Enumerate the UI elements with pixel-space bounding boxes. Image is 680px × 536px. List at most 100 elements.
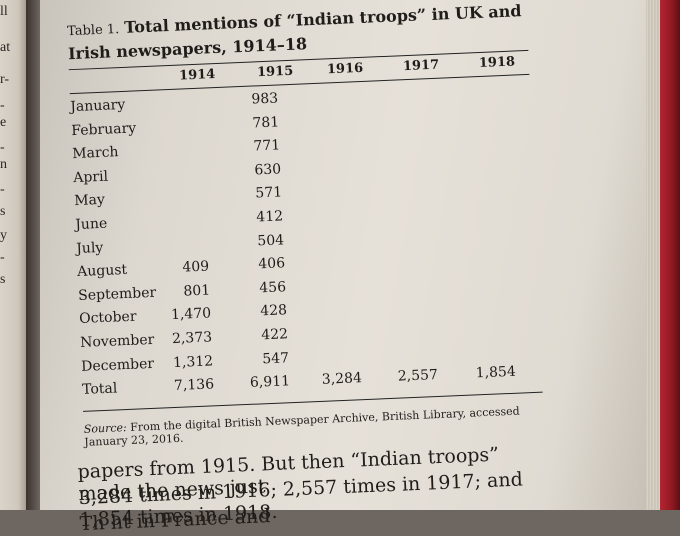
table-cell bbox=[293, 158, 353, 161]
table-cell: 3,284 bbox=[321, 370, 363, 389]
column-header-1914: 1914 bbox=[178, 67, 216, 84]
row-label: May bbox=[73, 192, 106, 210]
table-cell bbox=[449, 199, 509, 202]
row-label: August bbox=[76, 262, 128, 281]
facing-page-fragment: - bbox=[0, 250, 5, 265]
table-cell bbox=[447, 152, 507, 155]
table-cell bbox=[377, 344, 437, 347]
table-cell: 422 bbox=[260, 326, 289, 344]
facing-page-fragment: n bbox=[0, 157, 7, 172]
table-cell bbox=[444, 81, 504, 84]
table-cell bbox=[367, 108, 427, 111]
table-cell bbox=[375, 296, 435, 299]
table-cell bbox=[148, 235, 208, 238]
table-cell bbox=[376, 320, 436, 323]
row-label: July bbox=[75, 239, 104, 257]
facing-page-fragment: - bbox=[0, 140, 5, 155]
table-source-note: Source: From the digital British Newspap… bbox=[84, 403, 555, 449]
facing-page-fragment: - bbox=[0, 182, 5, 197]
table-cell bbox=[455, 340, 515, 343]
facing-page-fragment: s bbox=[0, 272, 6, 287]
table-cell: 801 bbox=[183, 282, 211, 300]
table-cell: 6,911 bbox=[249, 373, 291, 392]
table-cell bbox=[292, 135, 352, 138]
row-label: January bbox=[70, 96, 126, 116]
facing-page-fragment: s bbox=[0, 204, 6, 219]
facing-page-fragment: - bbox=[0, 98, 5, 113]
table-cell bbox=[372, 226, 432, 229]
table-cell bbox=[370, 179, 430, 182]
table-cell bbox=[295, 205, 355, 208]
table-cell bbox=[366, 84, 426, 87]
table-cell bbox=[142, 94, 202, 97]
table-cell bbox=[446, 128, 506, 131]
table-cell: 7,136 bbox=[173, 376, 215, 395]
table-cell bbox=[450, 222, 510, 225]
table-cell: 2,557 bbox=[397, 367, 439, 385]
facing-page-fragment: at bbox=[0, 40, 11, 55]
table-cell bbox=[143, 117, 203, 120]
book-cover-edge bbox=[660, 0, 680, 510]
table-cell bbox=[146, 188, 206, 191]
table-cell: 771 bbox=[253, 137, 281, 155]
table-cell bbox=[296, 229, 356, 232]
table-cell: 428 bbox=[260, 302, 288, 320]
facing-page-fragment: ll bbox=[0, 4, 8, 19]
table-cell: 781 bbox=[252, 114, 280, 132]
table-cell bbox=[451, 246, 511, 249]
table-cell bbox=[291, 111, 351, 114]
table-cell bbox=[301, 347, 361, 350]
row-label: March bbox=[71, 144, 119, 163]
table-cell bbox=[299, 300, 359, 303]
column-header-1915: 1915 bbox=[256, 63, 294, 81]
table-block: Table 1. Total mentions of “Indian troop… bbox=[48, 0, 568, 535]
column-header-1916: 1916 bbox=[326, 60, 364, 78]
table-cell bbox=[368, 131, 428, 134]
table-cell bbox=[144, 141, 204, 144]
table-cell: 2,373 bbox=[171, 329, 213, 348]
row-label: April bbox=[72, 168, 109, 186]
table-cell bbox=[300, 323, 360, 326]
column-header-1918: 1918 bbox=[478, 54, 516, 72]
row-label: September bbox=[77, 284, 157, 304]
table-cell bbox=[452, 270, 512, 273]
facing-page-fragment: y bbox=[0, 228, 7, 243]
source-text: From the digital British Newspaper Archi… bbox=[84, 404, 520, 449]
book-page bbox=[40, 0, 646, 510]
row-label: December bbox=[80, 355, 155, 375]
table-header-rule bbox=[69, 73, 530, 95]
table-cell: 1,312 bbox=[172, 353, 214, 371]
table-cell: 547 bbox=[261, 349, 290, 367]
table-cell bbox=[297, 252, 357, 255]
table-cell bbox=[369, 155, 429, 158]
row-label: February bbox=[70, 120, 137, 139]
table-cell: 630 bbox=[254, 161, 282, 179]
table-cell bbox=[371, 202, 431, 205]
table-cell: 409 bbox=[182, 258, 210, 276]
row-label: November bbox=[79, 331, 155, 351]
table-cell: 406 bbox=[258, 255, 286, 273]
table-caption: Table 1. Total mentions of “Indian troop… bbox=[67, 0, 539, 65]
table-cell bbox=[454, 317, 514, 320]
table-cell: 571 bbox=[255, 184, 283, 202]
facing-page-fragment: r- bbox=[0, 72, 10, 87]
row-label: Total bbox=[81, 380, 118, 399]
table-cell: 412 bbox=[256, 208, 284, 226]
row-label: June bbox=[74, 215, 108, 234]
table-cell: 456 bbox=[259, 279, 287, 297]
table-cell bbox=[445, 105, 505, 108]
table-cell bbox=[453, 293, 513, 296]
table-cell bbox=[374, 273, 434, 276]
column-header-1917: 1917 bbox=[402, 57, 440, 75]
table-cell bbox=[145, 164, 205, 167]
table-number: Table 1. bbox=[66, 22, 120, 40]
facing-page: ll at r- - e - n - s y - s bbox=[0, 0, 26, 510]
table-cell bbox=[448, 175, 508, 178]
table-cell: 1,470 bbox=[170, 305, 212, 324]
facing-page-fragment: e bbox=[0, 115, 7, 130]
table-cell bbox=[373, 249, 433, 252]
row-label: October bbox=[78, 308, 137, 328]
table-cell bbox=[290, 87, 350, 90]
table-cell: 983 bbox=[251, 90, 279, 108]
table-cell: 504 bbox=[257, 231, 285, 250]
